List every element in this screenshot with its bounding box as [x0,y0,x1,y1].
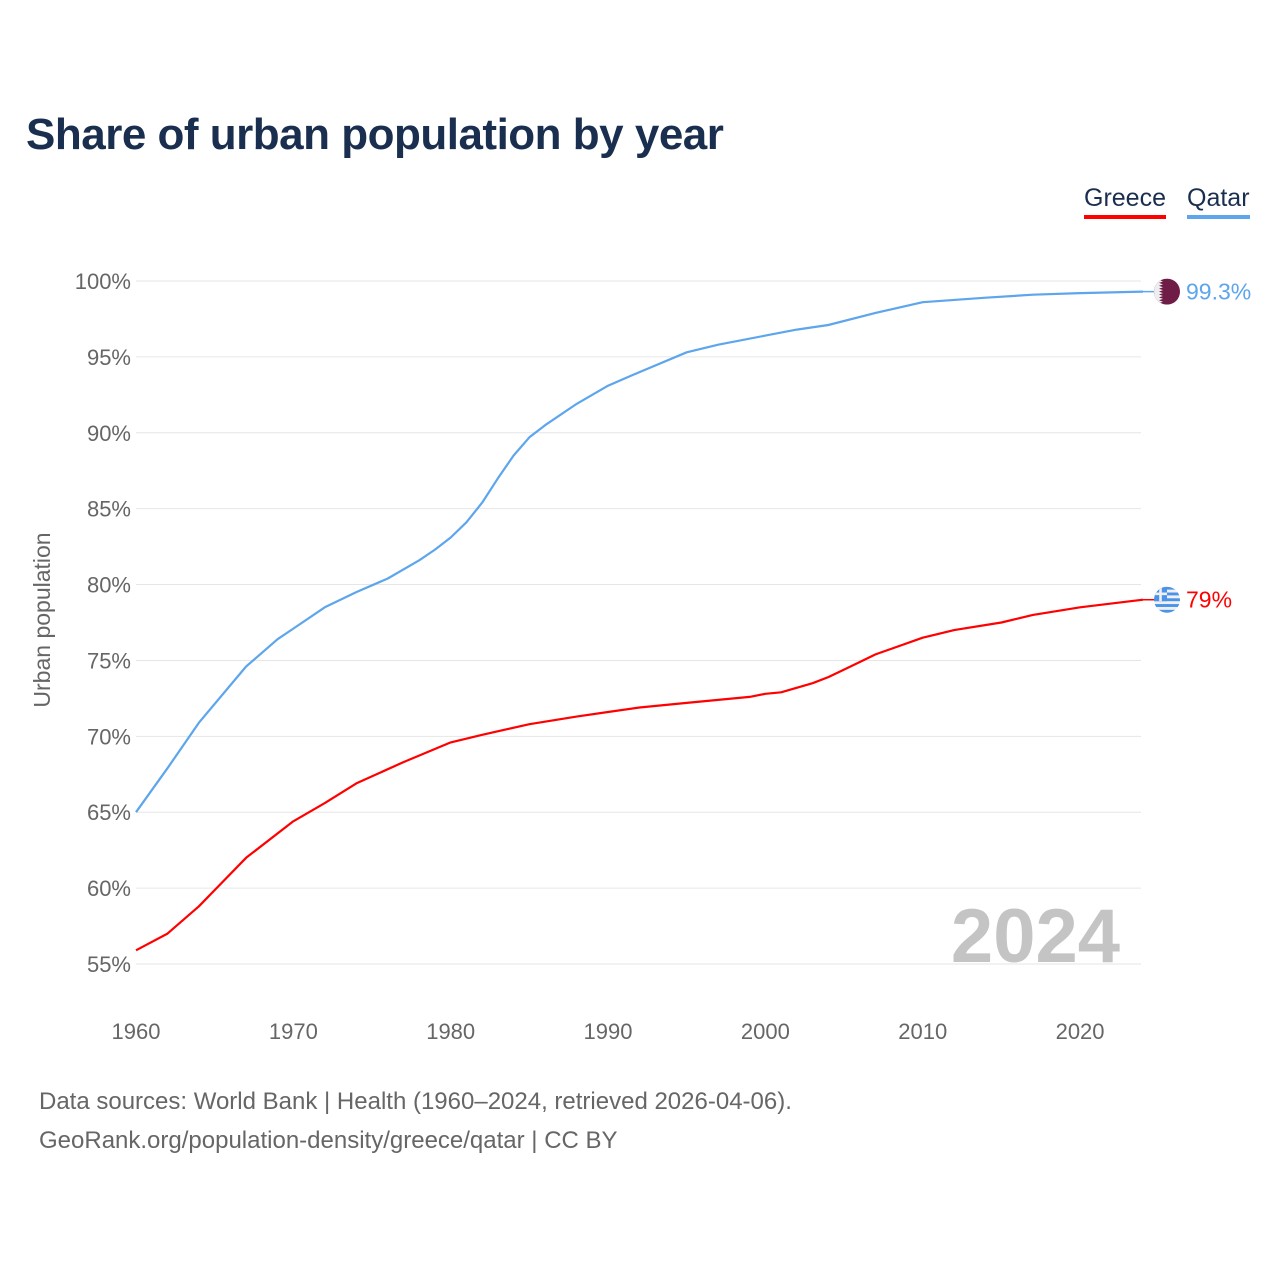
x-tick-label: 1980 [426,1019,475,1044]
greece-flag-icon [1154,586,1180,613]
footer-link[interactable]: GeoRank.org/population-density/greece/qa… [39,1127,618,1154]
y-tick-label: 90% [87,421,131,446]
end-value-label-qatar: 99.3% [1186,279,1251,305]
end-value-label-greece: 79% [1186,587,1232,613]
y-tick-label: 100% [75,269,131,294]
legend-qatar[interactable]: Qatar [1187,184,1250,219]
y-tick-label: 85% [87,497,131,522]
y-tick-label: 95% [87,345,131,370]
year-watermark: 2024 [951,894,1120,979]
x-tick-label: 1990 [584,1019,633,1044]
y-tick-label: 80% [87,573,131,598]
y-axis-label: Urban population [29,532,55,707]
chart-title: Share of urban population by year [26,110,724,159]
y-tick-label: 75% [87,648,131,673]
series-line-greece [135,598,1144,952]
x-tick-label: 1960 [112,1019,161,1044]
series-line-qatar [135,290,1144,813]
y-tick-label: 60% [87,876,131,901]
x-tick-label: 1970 [269,1019,318,1044]
x-tick-label: 2020 [1056,1019,1105,1044]
y-tick-label: 70% [87,724,131,749]
footer-sources: Data sources: World Bank | Health (1960–… [39,1088,792,1115]
qatar-flag-icon [1154,278,1180,305]
y-tick-label: 55% [87,952,131,977]
legend-greece[interactable]: Greece [1084,184,1166,219]
x-tick-label: 2000 [741,1019,790,1044]
y-tick-label: 65% [87,800,131,825]
x-tick-label: 2010 [898,1019,947,1044]
